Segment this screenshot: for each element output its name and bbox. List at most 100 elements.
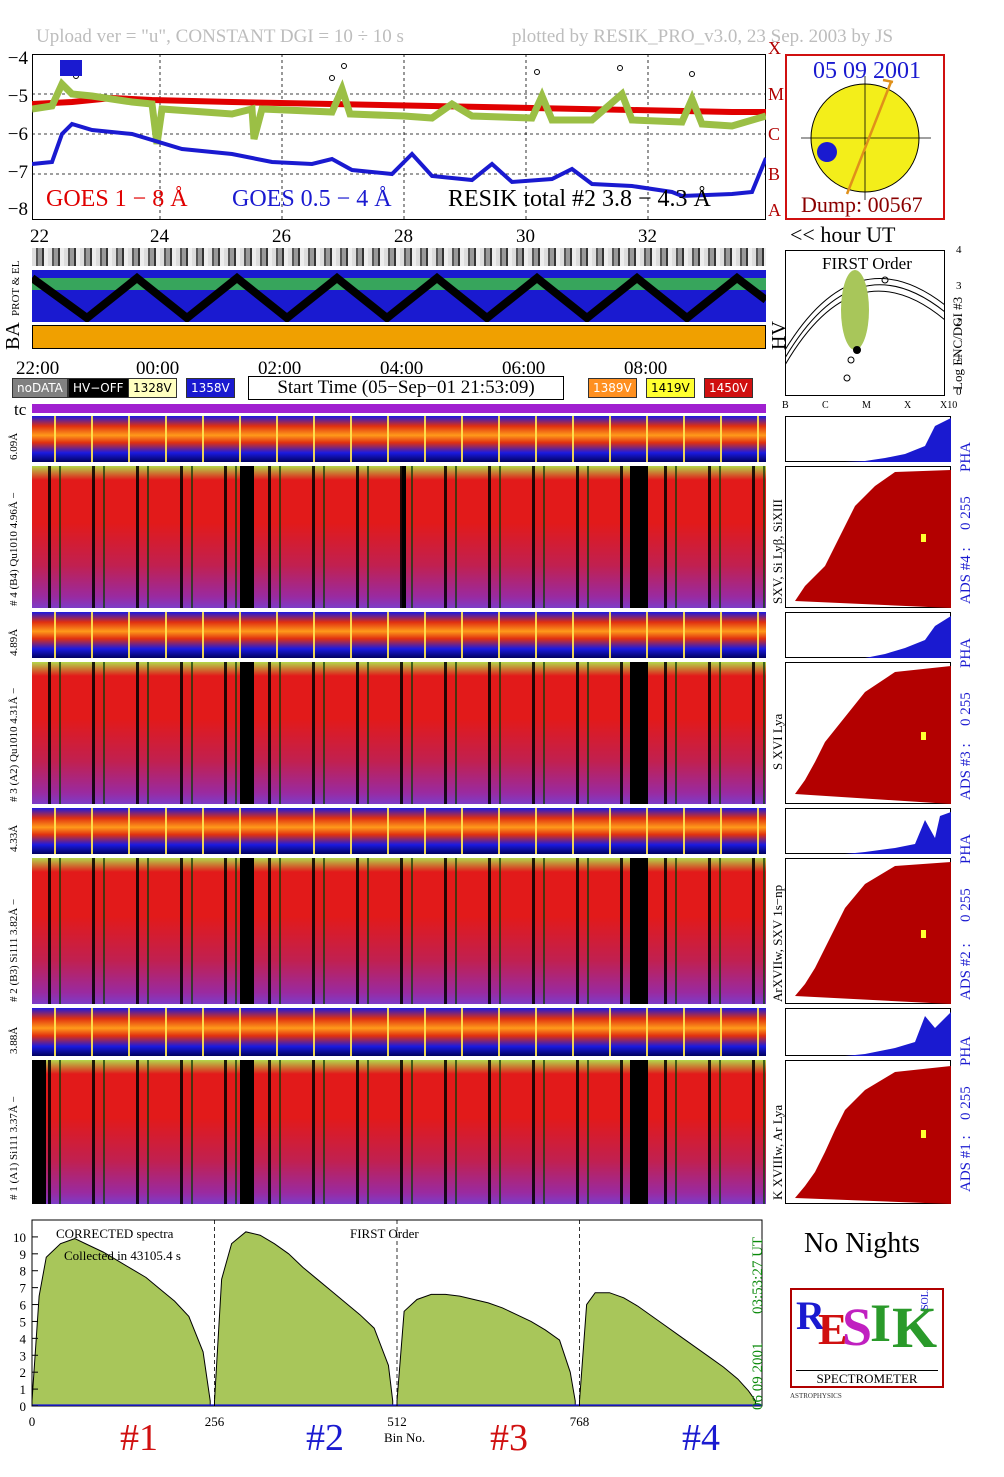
no-nights: No Nights	[804, 1228, 920, 1259]
hour-tick: 30	[516, 226, 535, 247]
bottom-side-time: 03:53:27 UT	[750, 1236, 766, 1314]
goes-ytick: −7	[7, 162, 28, 183]
fo-ytick: 1	[956, 352, 962, 364]
y-tick-label: 6	[20, 1298, 27, 1313]
hv-bar	[32, 325, 766, 349]
ba-label: BA	[2, 322, 24, 350]
y-tick-label: 9	[20, 1247, 27, 1262]
prot-label: PROT & EL	[10, 260, 22, 316]
ads-range: 0 255	[958, 496, 974, 530]
bottom-side-date: 06 09 2001	[750, 1342, 766, 1411]
detector-strip-label: 6.09Å	[8, 432, 20, 460]
start-time: Start Time (05−Sep−01 21:53:09)	[248, 376, 564, 400]
goes-plot	[32, 54, 766, 220]
y-tick-label: 5	[20, 1314, 27, 1329]
ads-label: ADS #4 :	[958, 547, 974, 604]
x-tick-label: 768	[570, 1414, 590, 1429]
detector-strip	[32, 808, 766, 854]
y-tick-label: 0	[20, 1399, 27, 1414]
spectrum-area-det3	[396, 1293, 576, 1407]
time-tick: 04:00	[380, 358, 424, 379]
spectrum-area-det2	[214, 1231, 394, 1407]
pha-plot	[785, 612, 951, 658]
hour-tick: 28	[394, 226, 413, 247]
fo-xtick: C	[822, 400, 829, 411]
status-badge: HV−OFF	[68, 378, 129, 398]
line-ids: K XVIIIw, Ar Lya	[770, 1104, 785, 1200]
pha-label: PHA	[958, 833, 974, 864]
ads-range: 0 255	[958, 888, 974, 922]
detector-strip-label: 4.33Å	[8, 824, 20, 852]
bottom-title: CORRECTED spectra	[56, 1226, 174, 1241]
ads-plot	[785, 662, 951, 804]
spectrum-area-det4	[579, 1292, 757, 1407]
detector-strip-label: 4.89Å	[8, 628, 20, 656]
detector-spectrogram	[32, 1060, 766, 1204]
ads-range: 0 255	[958, 692, 974, 726]
tc-label: tc	[14, 400, 27, 419]
hour-tick: 26	[272, 226, 291, 247]
first-order-plot	[785, 250, 945, 396]
ads-label: ADS #2 :	[958, 943, 974, 1000]
detector-strip	[32, 1008, 766, 1056]
fo-xtick: X	[904, 400, 912, 411]
line-ids: SXV, Si Lyβ, SiXIII	[770, 499, 785, 604]
fo-ytick: 3	[956, 280, 962, 292]
header-left: Upload ver = "u", CONSTANT DGI = 10 ÷ 10…	[36, 26, 404, 47]
ads-plot	[785, 858, 951, 1004]
y-tick-label: 8	[20, 1264, 27, 1279]
time-tick: 06:00	[502, 358, 546, 379]
header-right: plotted by RESIK_PRO_v3.0, 23 Sep. 2003 …	[512, 26, 894, 47]
class-letter: C	[768, 124, 781, 144]
corrected-spectra-chart: 0 1 2 3 4 56 7 8 9 10 0 256 512 768	[13, 1219, 763, 1429]
y-tick-label: 3	[20, 1348, 27, 1363]
class-letter: A	[768, 200, 781, 220]
hour-tick: 22	[30, 226, 49, 247]
resik-logo: R E S I K SOLAR SPECTROMETER	[790, 1288, 944, 1388]
prot-strip	[32, 270, 766, 322]
line-ids: ArXVIIw, SXV 1s−np	[770, 884, 785, 1002]
legend-goes054: GOES 0.5 − 4 Å	[232, 186, 392, 212]
detector-number: #1	[120, 1417, 158, 1459]
fo-ytick: 0	[956, 386, 962, 398]
x-tick-label: 0	[29, 1414, 36, 1429]
detector-spectrogram	[32, 858, 766, 1004]
logo-footnote: ASTROPHYSICS	[790, 1392, 842, 1400]
y-tick-label: 4	[20, 1331, 27, 1346]
legend-resik: RESIK total #2 3.8 − 4.3 Å	[448, 186, 711, 212]
status-badge: 1450V	[704, 378, 753, 398]
goes-ytick: −6	[7, 124, 28, 145]
time-tick: 22:00	[16, 358, 60, 379]
logo-letter: E	[818, 1305, 848, 1354]
bottom-subtitle: Collected in 43105.4 s	[64, 1248, 181, 1263]
detector-strip	[32, 612, 766, 658]
sun-dump: Dump: 00567	[801, 192, 923, 217]
status-badge: 1328V	[128, 378, 177, 398]
pha-label: PHA	[958, 1035, 974, 1066]
tc-bar	[32, 404, 766, 413]
time-tick: 08:00	[624, 358, 668, 379]
logo-sub: SPECTROMETER	[796, 1370, 938, 1386]
goes-ytick: −5	[7, 86, 28, 107]
legend-goes18: GOES 1 − 8 Å	[46, 186, 188, 212]
ads-range: 0 255	[958, 1086, 974, 1120]
detector-strip-label: 3.88Å	[8, 1026, 20, 1054]
first-order-title: FIRST Order	[822, 254, 912, 273]
ads-plot	[785, 466, 951, 608]
pha-label: PHA	[958, 441, 974, 472]
pha-plot	[785, 1008, 951, 1056]
logo-letter: R	[796, 1293, 825, 1338]
detector-spectrogram	[32, 662, 766, 804]
goes-ytick: −4	[7, 48, 28, 69]
logo-tag: SOLAR	[920, 1288, 931, 1310]
class-letter: B	[768, 164, 781, 184]
hour-unit-label: << hour UT	[790, 222, 896, 247]
status-badge: noDATA	[12, 378, 68, 398]
sun-panel: 05 09 2001 Dump: 00567	[785, 54, 945, 220]
y-tick-label: 10	[13, 1230, 26, 1245]
y-tick-label: 7	[20, 1281, 27, 1296]
detector-spectrogram	[32, 466, 766, 608]
x-tick-label: 512	[387, 1414, 407, 1429]
detector-label: # 1 (A1) Si111 3.37Å −	[8, 1096, 20, 1200]
fo-xtick: X10	[940, 400, 958, 411]
